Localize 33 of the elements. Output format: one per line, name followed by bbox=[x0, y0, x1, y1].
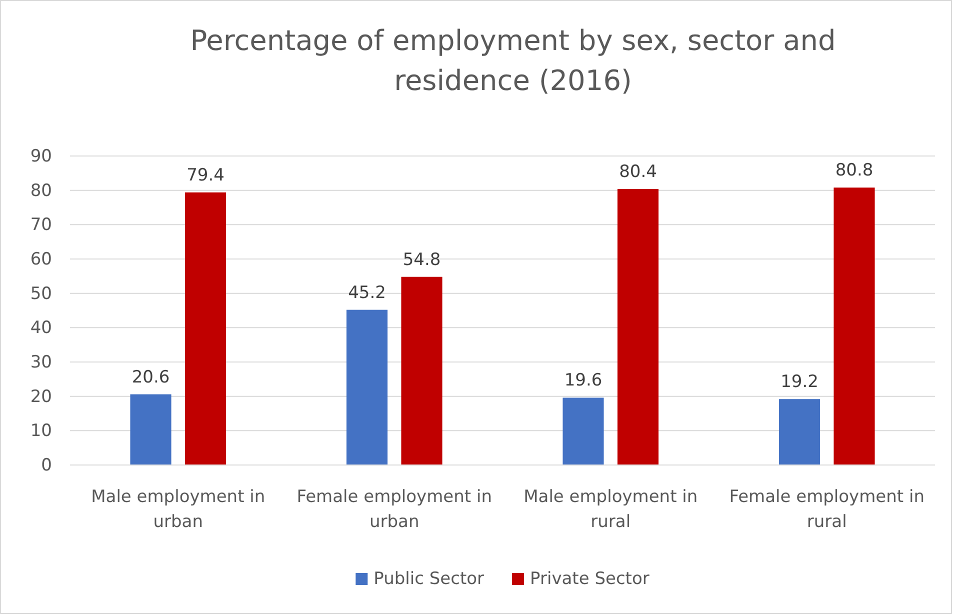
bar bbox=[346, 310, 388, 465]
y-tick-label: 70 bbox=[30, 215, 52, 236]
x-tick-label: Male employment in urban bbox=[91, 487, 266, 532]
legend-label: Public Sector bbox=[374, 569, 484, 589]
bar bbox=[778, 399, 820, 465]
data-label: 20.6 bbox=[132, 367, 170, 388]
y-tick-label: 60 bbox=[30, 249, 52, 270]
data-label: 19.6 bbox=[564, 370, 602, 391]
bar bbox=[130, 394, 172, 465]
y-tick-label: 0 bbox=[41, 455, 52, 476]
y-tick-label: 30 bbox=[30, 352, 52, 372]
y-tick-label: 40 bbox=[30, 318, 52, 338]
chart-title: Percentage of employment by sex, sector and residence (2016) bbox=[190, 24, 836, 97]
data-label: 80.4 bbox=[619, 162, 657, 182]
legend-label: Private Sector bbox=[530, 569, 650, 589]
bar bbox=[184, 192, 226, 465]
bar bbox=[401, 276, 442, 465]
data-label: 79.4 bbox=[186, 165, 224, 186]
data-label: 45.2 bbox=[348, 282, 386, 303]
bar bbox=[562, 398, 604, 465]
y-tick-label: 90 bbox=[30, 146, 52, 166]
y-tick-label: 80 bbox=[30, 180, 52, 201]
x-tick-label: Female employment in rural bbox=[729, 487, 924, 532]
data-label: 80.8 bbox=[835, 160, 874, 181]
y-tick-label: 20 bbox=[30, 386, 52, 407]
y-tick-label: 10 bbox=[30, 421, 52, 442]
data-label: 54.8 bbox=[402, 250, 441, 270]
bar bbox=[834, 188, 875, 465]
x-tick-label: Male employment in rural bbox=[524, 487, 698, 532]
x-tick-label: Female employment in urban bbox=[296, 487, 492, 532]
bar bbox=[617, 188, 659, 465]
y-tick-label: 50 bbox=[30, 284, 52, 304]
data-label: 19.2 bbox=[780, 372, 818, 392]
